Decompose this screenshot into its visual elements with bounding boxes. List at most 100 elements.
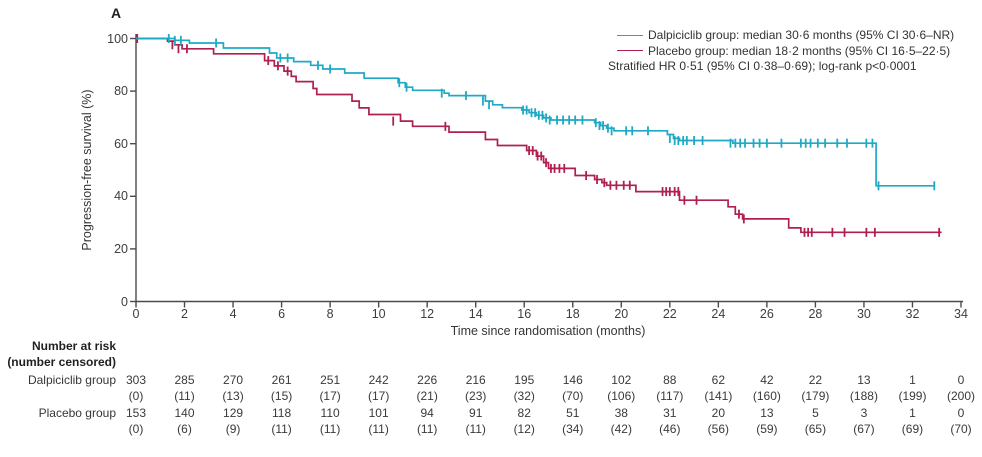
- risk-censored-cell: (106): [607, 389, 636, 403]
- dalpiciclib-line-swatch: [617, 34, 643, 36]
- risk-count-cell: 13: [760, 406, 774, 420]
- legend-item-dalpiciclib: Dalpiciclib group: median 30·6 months (9…: [617, 28, 954, 43]
- risk-censored-cell: (11): [368, 422, 389, 436]
- x-tick-label: 6: [278, 307, 286, 321]
- risk-count-cell: 94: [420, 406, 434, 420]
- placebo-line-swatch: [617, 50, 643, 51]
- risk-count-cell: 38: [614, 406, 628, 420]
- risk-count-cell: 1: [909, 373, 916, 387]
- risk-count-cell: 303: [125, 373, 147, 387]
- risk-censored-cell: (59): [756, 422, 778, 436]
- risk-count-cell: 226: [417, 373, 438, 387]
- risk-censored-cell: (141): [704, 389, 733, 403]
- y-tick-label: 40: [114, 189, 128, 204]
- x-tick-label: 28: [808, 307, 823, 321]
- y-tick-label: 100: [107, 31, 128, 46]
- risk-censored-cell: (6): [177, 422, 192, 436]
- legend-dalpiciclib-text: Dalpiciclib group: median 30·6 months (9…: [648, 28, 955, 42]
- risk-table-header: Number at risk: [31, 339, 116, 353]
- x-tick-label: 20: [614, 307, 629, 321]
- risk-censored-cell: (188): [849, 389, 878, 403]
- risk-count-cell: 3: [860, 406, 868, 420]
- x-tick-label: 14: [468, 307, 483, 321]
- risk-censored-cell: (12): [513, 422, 535, 436]
- risk-censored-cell: (67): [853, 422, 875, 436]
- risk-censored-cell: (11): [319, 422, 341, 436]
- y-tick-label: 60: [114, 136, 128, 151]
- risk-row-label-dalpiciclib: Dalpiciclib group: [27, 373, 116, 387]
- risk-censored-cell: (70): [562, 389, 584, 403]
- risk-count-cell: 195: [514, 373, 535, 387]
- risk-count-cell: 146: [562, 373, 583, 387]
- risk-censored-cell: (160): [752, 389, 781, 403]
- risk-censored-cell: (65): [804, 422, 827, 436]
- risk-count-cell: 22: [808, 373, 823, 387]
- risk-row-label-placebo: Placebo group: [38, 406, 116, 420]
- legend-placebo-text: Placebo group: median 18·2 months (95% C…: [648, 43, 951, 58]
- x-tick-label: 32: [905, 307, 920, 321]
- x-tick-label: 16: [517, 307, 532, 321]
- risk-count-cell: 62: [711, 373, 726, 387]
- risk-count-cell: 153: [125, 406, 147, 420]
- risk-censored-cell: (21): [416, 389, 438, 403]
- risk-censored-cell: (117): [656, 389, 684, 403]
- x-tick-label: 4: [229, 307, 237, 321]
- risk-table-subheader: (number censored): [7, 355, 116, 369]
- risk-count-cell: 101: [368, 406, 389, 420]
- y-tick-label: 20: [114, 241, 128, 256]
- risk-censored-cell: (13): [222, 389, 244, 403]
- risk-count-cell: 261: [271, 373, 292, 387]
- risk-count-cell: 5: [812, 406, 819, 420]
- x-tick-label: 10: [371, 307, 386, 321]
- risk-censored-cell: (11): [271, 422, 292, 436]
- risk-censored-cell: (46): [659, 422, 681, 436]
- risk-count-cell: 20: [711, 406, 726, 420]
- x-tick-label: 18: [565, 307, 580, 321]
- risk-count-cell: 51: [566, 406, 580, 420]
- risk-censored-cell: (11): [174, 389, 195, 403]
- y-tick-label: 0: [121, 294, 128, 309]
- risk-censored-cell: (17): [367, 389, 390, 403]
- risk-censored-cell: (34): [562, 422, 584, 436]
- x-tick-label: 8: [326, 307, 334, 321]
- risk-censored-cell: (179): [801, 389, 830, 403]
- risk-censored-cell: (23): [465, 389, 487, 403]
- x-tick-label: 22: [662, 307, 677, 321]
- risk-censored-cell: (0): [128, 422, 144, 436]
- risk-censored-cell: (32): [513, 389, 535, 403]
- risk-count-cell: 129: [223, 406, 244, 420]
- risk-count-cell: 42: [760, 373, 774, 387]
- risk-count-cell: 216: [465, 373, 486, 387]
- risk-count-cell: 91: [469, 406, 483, 420]
- risk-count-cell: 270: [223, 373, 244, 387]
- risk-count-cell: 285: [174, 373, 195, 387]
- risk-count-cell: 1: [909, 406, 916, 420]
- legend-item-placebo: Placebo group: median 18·2 months (95% C…: [617, 44, 950, 59]
- x-axis-title: Time since randomisation (months): [450, 324, 646, 338]
- risk-censored-cell: (200): [946, 389, 975, 403]
- risk-censored-cell: (56): [707, 422, 730, 436]
- risk-censored-cell: (9): [225, 422, 241, 436]
- x-tick-label: 26: [759, 307, 774, 321]
- panel-label: A: [111, 5, 122, 21]
- risk-censored-cell: (11): [416, 422, 438, 436]
- risk-censored-cell: (11): [465, 422, 486, 436]
- y-axis-title: Progression-free survival (%): [80, 89, 94, 251]
- risk-censored-cell: (42): [610, 422, 632, 436]
- risk-count-cell: 0: [957, 373, 965, 387]
- risk-count-cell: 13: [857, 373, 871, 387]
- x-tick-label: 2: [181, 307, 188, 321]
- risk-count-cell: 0: [957, 406, 965, 420]
- risk-count-cell: 82: [517, 406, 531, 420]
- risk-count-cell: 88: [663, 373, 677, 387]
- risk-count-cell: 31: [663, 406, 677, 420]
- risk-censored-cell: (17): [319, 389, 341, 403]
- risk-count-cell: 102: [611, 373, 632, 387]
- risk-count-cell: 140: [174, 406, 195, 420]
- risk-count-cell: 251: [320, 373, 341, 387]
- x-tick-label: 34: [954, 307, 968, 321]
- x-tick-label: 24: [711, 307, 726, 321]
- risk-count-cell: 242: [368, 373, 389, 387]
